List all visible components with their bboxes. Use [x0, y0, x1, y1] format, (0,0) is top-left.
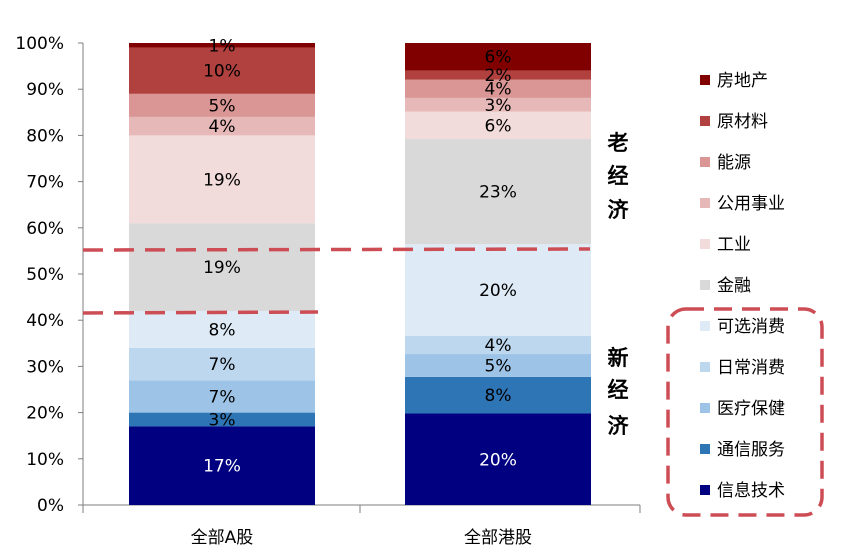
- data-label: 1%: [209, 36, 236, 56]
- data-label: 20%: [479, 281, 517, 301]
- legend-label: 房地产: [717, 71, 768, 91]
- bar-segment: [405, 43, 591, 71]
- y-tick-label: 20%: [26, 404, 64, 424]
- y-tick-label: 60%: [26, 219, 64, 239]
- y-tick-label: 30%: [26, 357, 64, 377]
- data-label: 3%: [485, 96, 512, 116]
- axes: 0% 10% 20% 30% 40% 50% 60% 70% 80% 90% 100% 全部A股 全部港…: [15, 34, 641, 548]
- legend-swatch: [700, 403, 710, 413]
- bar-segment: [405, 335, 591, 355]
- legend-label: 能源: [717, 153, 751, 173]
- legend-label: 工业: [717, 235, 751, 255]
- bar-segment: [405, 97, 591, 112]
- data-label: 3%: [209, 411, 236, 431]
- bar-segment: [405, 354, 591, 377]
- data-label: 5%: [485, 356, 512, 376]
- bar-segment: [405, 139, 591, 245]
- legend-swatch: [700, 75, 710, 85]
- bar-segment: [405, 376, 591, 414]
- data-label: 6%: [485, 116, 512, 136]
- data-label: 2%: [485, 66, 512, 86]
- x-category-label: 全部港股: [464, 528, 532, 548]
- annotation-char: 新: [608, 346, 629, 370]
- y-tick-label: 90%: [26, 80, 64, 100]
- bar-segment: [129, 412, 315, 427]
- annotation-char: 经: [608, 378, 629, 402]
- legend-swatch: [700, 116, 710, 126]
- legend-label: 可选消费: [717, 317, 785, 337]
- bar-segment: [129, 310, 315, 348]
- legend-swatch: [700, 239, 710, 249]
- data-label: 7%: [209, 387, 236, 407]
- data-label: 17%: [203, 457, 241, 477]
- data-label: 19%: [203, 258, 241, 278]
- data-label: 4%: [209, 117, 236, 137]
- legend-swatch: [700, 280, 710, 290]
- legend-swatch: [700, 444, 710, 454]
- legend-label: 通信服务: [717, 440, 785, 460]
- data-label: 10%: [203, 62, 241, 82]
- bar-segment: [129, 116, 315, 136]
- legend-label: 医疗保健: [717, 399, 785, 419]
- bar-segment: [129, 347, 315, 381]
- data-labels: 17%3%7%7%8%19%19%4%5%10%1%20%8%5%4%20%23…: [203, 36, 517, 476]
- data-label: 5%: [209, 96, 236, 116]
- x-category-label: 全部A股: [191, 528, 254, 548]
- y-tick-label: 70%: [26, 173, 64, 193]
- data-label: 8%: [485, 386, 512, 406]
- legend-highlight-box: [666, 307, 824, 517]
- legend-label: 日常消费: [717, 358, 785, 378]
- y-tick-label: 40%: [26, 311, 64, 331]
- y-tick-label: 50%: [26, 265, 64, 285]
- data-label: 8%: [209, 320, 236, 340]
- data-label: 6%: [485, 48, 512, 68]
- data-label: 4%: [485, 336, 512, 356]
- data-label: 4%: [485, 80, 512, 100]
- legend-label: 金融: [717, 276, 751, 296]
- reference-lines: [82, 247, 591, 315]
- data-label: 7%: [209, 355, 236, 375]
- legend-swatch: [700, 362, 710, 372]
- y-tick-label: 0%: [37, 496, 64, 516]
- bar-segment: [405, 413, 591, 505]
- reference-line-new-economy: [82, 310, 319, 315]
- legend-swatch: [700, 198, 710, 208]
- bar-segment: [129, 93, 315, 117]
- y-tick-label: 80%: [26, 126, 64, 146]
- bar-segment: [129, 43, 315, 48]
- bar-segment: [129, 380, 315, 413]
- bars: [129, 43, 591, 505]
- reference-line-old-economy: [82, 247, 591, 252]
- legend-label: 公用事业: [717, 194, 785, 214]
- bar-segment: [405, 79, 591, 98]
- bar-segment: [129, 47, 315, 94]
- annotation-char: 济: [608, 414, 630, 438]
- legend-swatch: [700, 485, 710, 495]
- data-label: 20%: [479, 450, 517, 470]
- bar-segment: [405, 111, 591, 140]
- bar-segment: [405, 244, 591, 336]
- data-label: 19%: [203, 170, 241, 190]
- annotation-char: 老: [608, 131, 629, 155]
- bar-segment: [129, 426, 315, 505]
- bar-segment: [405, 70, 591, 80]
- bar-segment: [129, 223, 315, 311]
- data-label: 23%: [479, 183, 517, 203]
- annotation-char: 经: [608, 164, 629, 188]
- legend-label: 原材料: [717, 112, 768, 132]
- legend-label: 信息技术: [717, 481, 785, 501]
- y-tick-label: 100%: [15, 34, 64, 54]
- annotation-char: 济: [608, 198, 630, 222]
- legend-swatch: [700, 157, 710, 167]
- legend-swatch: [700, 321, 710, 331]
- bar-segment: [129, 135, 315, 224]
- y-tick-label: 10%: [26, 450, 64, 470]
